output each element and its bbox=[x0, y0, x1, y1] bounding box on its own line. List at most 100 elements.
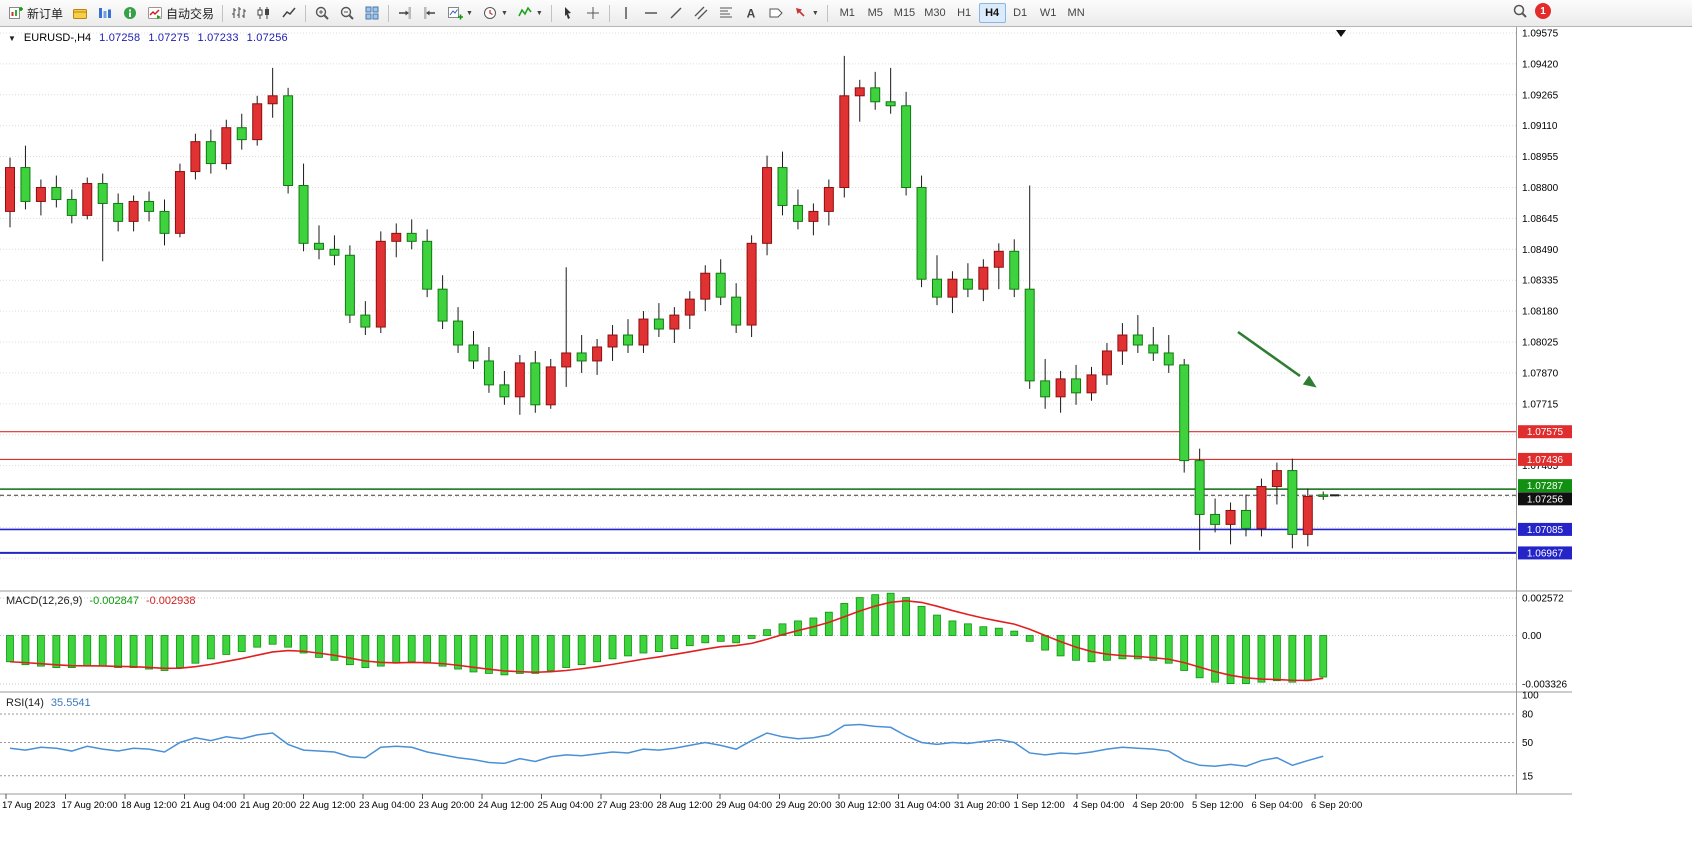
notifications-badge[interactable]: 1 bbox=[1535, 3, 1551, 19]
zoom-out-button[interactable] bbox=[335, 2, 359, 24]
open-value: 1.07258 bbox=[99, 32, 141, 44]
zoom-in-button[interactable] bbox=[310, 2, 334, 24]
candle bbox=[236, 127, 247, 141]
timeframe-h1-button[interactable]: H1 bbox=[951, 3, 978, 23]
auto-trading-button[interactable]: 自动交易 bbox=[143, 2, 218, 24]
timeframe-h4-button[interactable]: H4 bbox=[978, 3, 1006, 23]
chart-shift-marker[interactable] bbox=[1336, 30, 1346, 37]
cursor-button[interactable] bbox=[556, 2, 580, 24]
timeframe-mn-button[interactable]: MN bbox=[1063, 3, 1090, 23]
candle bbox=[468, 344, 479, 362]
time-axis-label: 22 Aug 12:00 bbox=[300, 800, 356, 811]
candle bbox=[35, 187, 46, 202]
text-tool-button[interactable]: A bbox=[739, 2, 763, 24]
price-tick-label: 1.09420 bbox=[1522, 59, 1559, 70]
rsi-scale-label: 15 bbox=[1522, 771, 1534, 782]
time-axis-label: 23 Aug 04:00 bbox=[359, 800, 415, 811]
symbol-period-label: EURUSD-,H4 bbox=[23, 32, 92, 44]
chart-profiles-button[interactable] bbox=[68, 2, 92, 24]
search-icon[interactable] bbox=[1512, 3, 1528, 19]
macd-histogram-bar bbox=[608, 635, 617, 660]
candle bbox=[885, 101, 896, 107]
text-label-tool-button[interactable] bbox=[764, 2, 788, 24]
vertical-line-icon bbox=[625, 7, 627, 19]
fibonacci-tool-button[interactable] bbox=[714, 2, 738, 24]
timeframe-m15-button[interactable]: M15 bbox=[890, 3, 919, 23]
data-window-button[interactable] bbox=[118, 2, 142, 24]
macd-histogram-bar bbox=[1226, 635, 1235, 685]
toolbar-separator bbox=[222, 4, 224, 22]
candle bbox=[901, 105, 912, 188]
candle bbox=[746, 242, 757, 326]
macd-histogram-bar bbox=[778, 623, 787, 636]
time-axis-label: 31 Aug 04:00 bbox=[895, 800, 951, 811]
bar-chart-button[interactable] bbox=[227, 2, 251, 24]
candle bbox=[808, 210, 819, 222]
chart-shift-button[interactable] bbox=[418, 2, 442, 24]
indicators-button[interactable]: ▼ bbox=[513, 2, 547, 24]
one-click-trading-toggle[interactable]: ▼ bbox=[8, 33, 16, 43]
candle bbox=[1055, 378, 1066, 398]
label-tool-icon bbox=[769, 8, 783, 18]
horizontal-line-tool-button[interactable] bbox=[639, 2, 663, 24]
chart-window: 1.09575 1.09420 1.09265 1.09110 1.08955 1.088… bbox=[0, 27, 1692, 856]
vertical-line-tool-button[interactable] bbox=[614, 2, 638, 24]
candle bbox=[1071, 378, 1082, 394]
candle bbox=[1210, 513, 1221, 525]
toolbar-separator bbox=[826, 4, 828, 22]
macd-histogram-bar bbox=[299, 635, 308, 654]
channel-icon bbox=[694, 6, 708, 20]
crosshair-button[interactable] bbox=[581, 2, 605, 24]
macd-histogram-bar bbox=[361, 635, 370, 668]
rsi-scale-label: 50 bbox=[1522, 738, 1534, 749]
timeframe-m5-button[interactable]: M5 bbox=[862, 3, 889, 23]
candlestick-chart-button[interactable] bbox=[252, 2, 276, 24]
low-value: 1.07233 bbox=[197, 32, 239, 44]
timeframe-m30-button[interactable]: M30 bbox=[920, 3, 949, 23]
timeframe-w1-button[interactable]: W1 bbox=[1035, 3, 1062, 23]
candle bbox=[190, 141, 201, 173]
new-chart-button[interactable]: ▼ bbox=[443, 2, 477, 24]
time-axis-label: 25 Aug 04:00 bbox=[538, 800, 594, 811]
auto-trading-icon bbox=[148, 7, 163, 19]
candle bbox=[854, 87, 865, 97]
candle bbox=[97, 183, 108, 204]
candle bbox=[1318, 494, 1329, 497]
rsi-line bbox=[9, 723, 1324, 768]
trendline-tool-button[interactable] bbox=[664, 2, 688, 24]
macd-histogram-bar bbox=[871, 594, 880, 636]
channel-tool-button[interactable] bbox=[689, 2, 713, 24]
candle bbox=[777, 167, 788, 206]
candlestick-chart-icon bbox=[257, 7, 270, 19]
time-axis-label: 6 Sep 04:00 bbox=[1252, 800, 1303, 811]
cursor-icon bbox=[564, 7, 571, 19]
candle bbox=[314, 242, 324, 250]
macd-histogram-bar bbox=[253, 635, 262, 648]
horizontal-line-icon bbox=[644, 12, 657, 14]
periods-button[interactable]: ▼ bbox=[478, 2, 512, 24]
auto-scroll-button[interactable] bbox=[393, 2, 417, 24]
macd-histogram-bar bbox=[52, 635, 61, 668]
line-chart-button[interactable] bbox=[277, 2, 301, 24]
market-watch-icon bbox=[99, 8, 112, 18]
chart-canvas[interactable]: 1.09575 1.09420 1.09265 1.09110 1.08955 1.088… bbox=[0, 27, 1692, 829]
macd-histogram-bar bbox=[83, 635, 92, 667]
time-axis-label: 28 Aug 12:00 bbox=[657, 800, 713, 811]
rsi-value: 35.5541 bbox=[50, 697, 91, 709]
toolbar-right-group: 1 bbox=[1512, 3, 1551, 19]
timeframe-d1-button[interactable]: D1 bbox=[1007, 3, 1034, 23]
tile-windows-button[interactable] bbox=[360, 2, 384, 24]
time-axis-label: 24 Aug 12:00 bbox=[478, 800, 534, 811]
market-watch-button[interactable] bbox=[93, 2, 117, 24]
price-label-box-text: 1.07287 bbox=[1527, 481, 1564, 492]
timeframe-group: M1 M5 M15 M30 H1 H4 D1 W1 MN bbox=[834, 3, 1090, 23]
arrow-annotation[interactable] bbox=[1237, 330, 1301, 378]
new-order-button[interactable]: 新订单 bbox=[4, 2, 67, 24]
timeframe-m1-button[interactable]: M1 bbox=[834, 3, 861, 23]
candle bbox=[1163, 352, 1174, 366]
price-label-box bbox=[1518, 492, 1572, 506]
arrows-tool-button[interactable]: ▼ bbox=[789, 2, 823, 24]
chart-profiles-icon bbox=[73, 9, 88, 19]
macd-histogram-bar bbox=[145, 635, 153, 670]
macd-histogram-bar bbox=[37, 635, 45, 667]
